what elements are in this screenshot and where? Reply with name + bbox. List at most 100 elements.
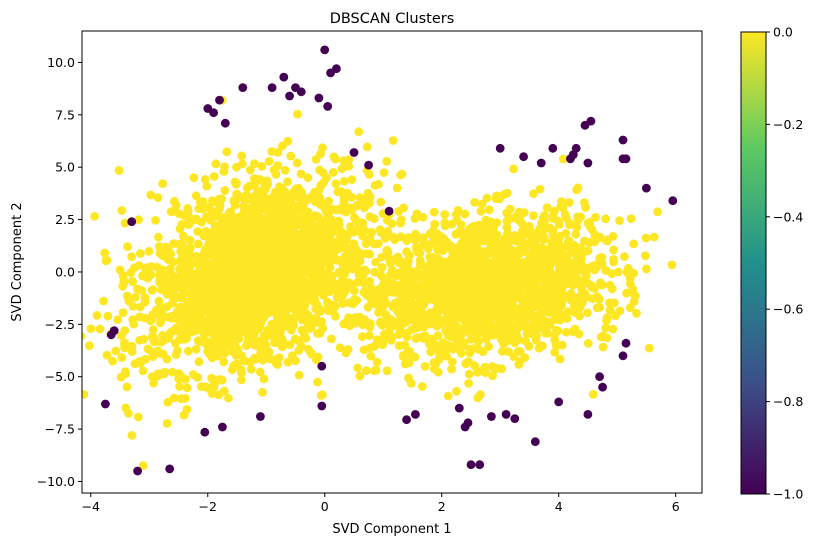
core-point [127,341,137,351]
core-point [555,231,565,241]
core-point [503,228,512,238]
core-point [558,154,568,164]
core-point [127,252,137,262]
core-point [497,364,507,374]
core-point [371,296,381,306]
core-point [138,366,148,376]
core-point [111,346,121,356]
y-tick-label: −7.5 [45,422,75,437]
core-point [554,280,564,290]
core-point [550,335,560,345]
core-point [175,382,185,391]
core-point [499,190,509,200]
core-point [304,294,314,304]
core-point [327,334,336,344]
core-point [164,245,173,255]
core-point [176,394,186,404]
core-point [585,217,595,227]
core-point [237,251,246,261]
core-point [536,289,546,299]
core-point [524,341,534,351]
core-point [509,283,519,292]
core-point [350,213,359,222]
core-point [237,223,246,233]
core-point [215,236,225,245]
core-point [418,212,428,222]
core-point [296,169,306,179]
core-point [261,240,270,250]
core-point [470,361,479,371]
core-point [220,186,230,195]
core-point [179,279,189,289]
core-point [591,212,600,222]
core-point [201,382,211,392]
core-point [319,178,329,187]
core-point [527,320,536,330]
core-point [179,303,189,313]
core-point [482,325,492,334]
core-point [545,308,555,317]
y-tick-label: 0.0 [55,264,75,279]
core-point [596,278,605,288]
core-point [85,341,94,351]
core-point [449,257,458,267]
core-point [564,198,574,207]
core-point [162,419,172,428]
core-point [191,273,201,282]
core-point [259,200,269,209]
core-point [394,330,404,340]
core-point [377,263,387,272]
core-point [370,267,379,277]
core-point [255,230,265,239]
core-point [277,183,287,193]
core-point [182,383,192,393]
core-point [262,276,271,286]
colorbar-tick-label: 0.0 [773,25,793,40]
core-point [257,222,266,232]
core-point [250,159,259,169]
core-point [433,331,443,341]
core-point [86,324,96,334]
core-point [99,296,108,306]
noise-point [238,83,248,92]
core-point [198,328,208,337]
core-point [400,359,410,369]
core-point [504,347,513,356]
core-point [347,175,357,185]
core-point [149,333,159,343]
core-point [352,201,362,211]
core-point [224,393,233,403]
core-point [362,142,372,152]
core-point [297,252,306,261]
noise-point [165,464,175,474]
core-point [303,235,313,245]
core-point [392,268,401,278]
core-point [622,288,631,298]
core-point [114,166,124,175]
core-point [183,203,193,213]
core-point [349,286,359,296]
core-point [609,255,618,264]
noise-point [200,427,210,437]
core-point [488,240,498,250]
core-point [590,284,599,293]
core-point [432,264,442,274]
core-point [312,194,321,204]
core-point [211,285,220,294]
noise-point [621,154,631,164]
core-point [322,203,332,213]
core-point [242,183,252,193]
core-point [232,195,241,205]
core-point [198,204,208,214]
core-point [187,252,196,262]
core-point [304,214,314,224]
core-point [274,320,284,330]
core-point [563,307,573,316]
core-point [169,393,179,403]
core-point [255,367,265,377]
core-point [607,269,617,279]
core-point [428,286,437,296]
noise-point [332,64,341,74]
core-point [428,252,437,262]
core-point [484,205,494,215]
